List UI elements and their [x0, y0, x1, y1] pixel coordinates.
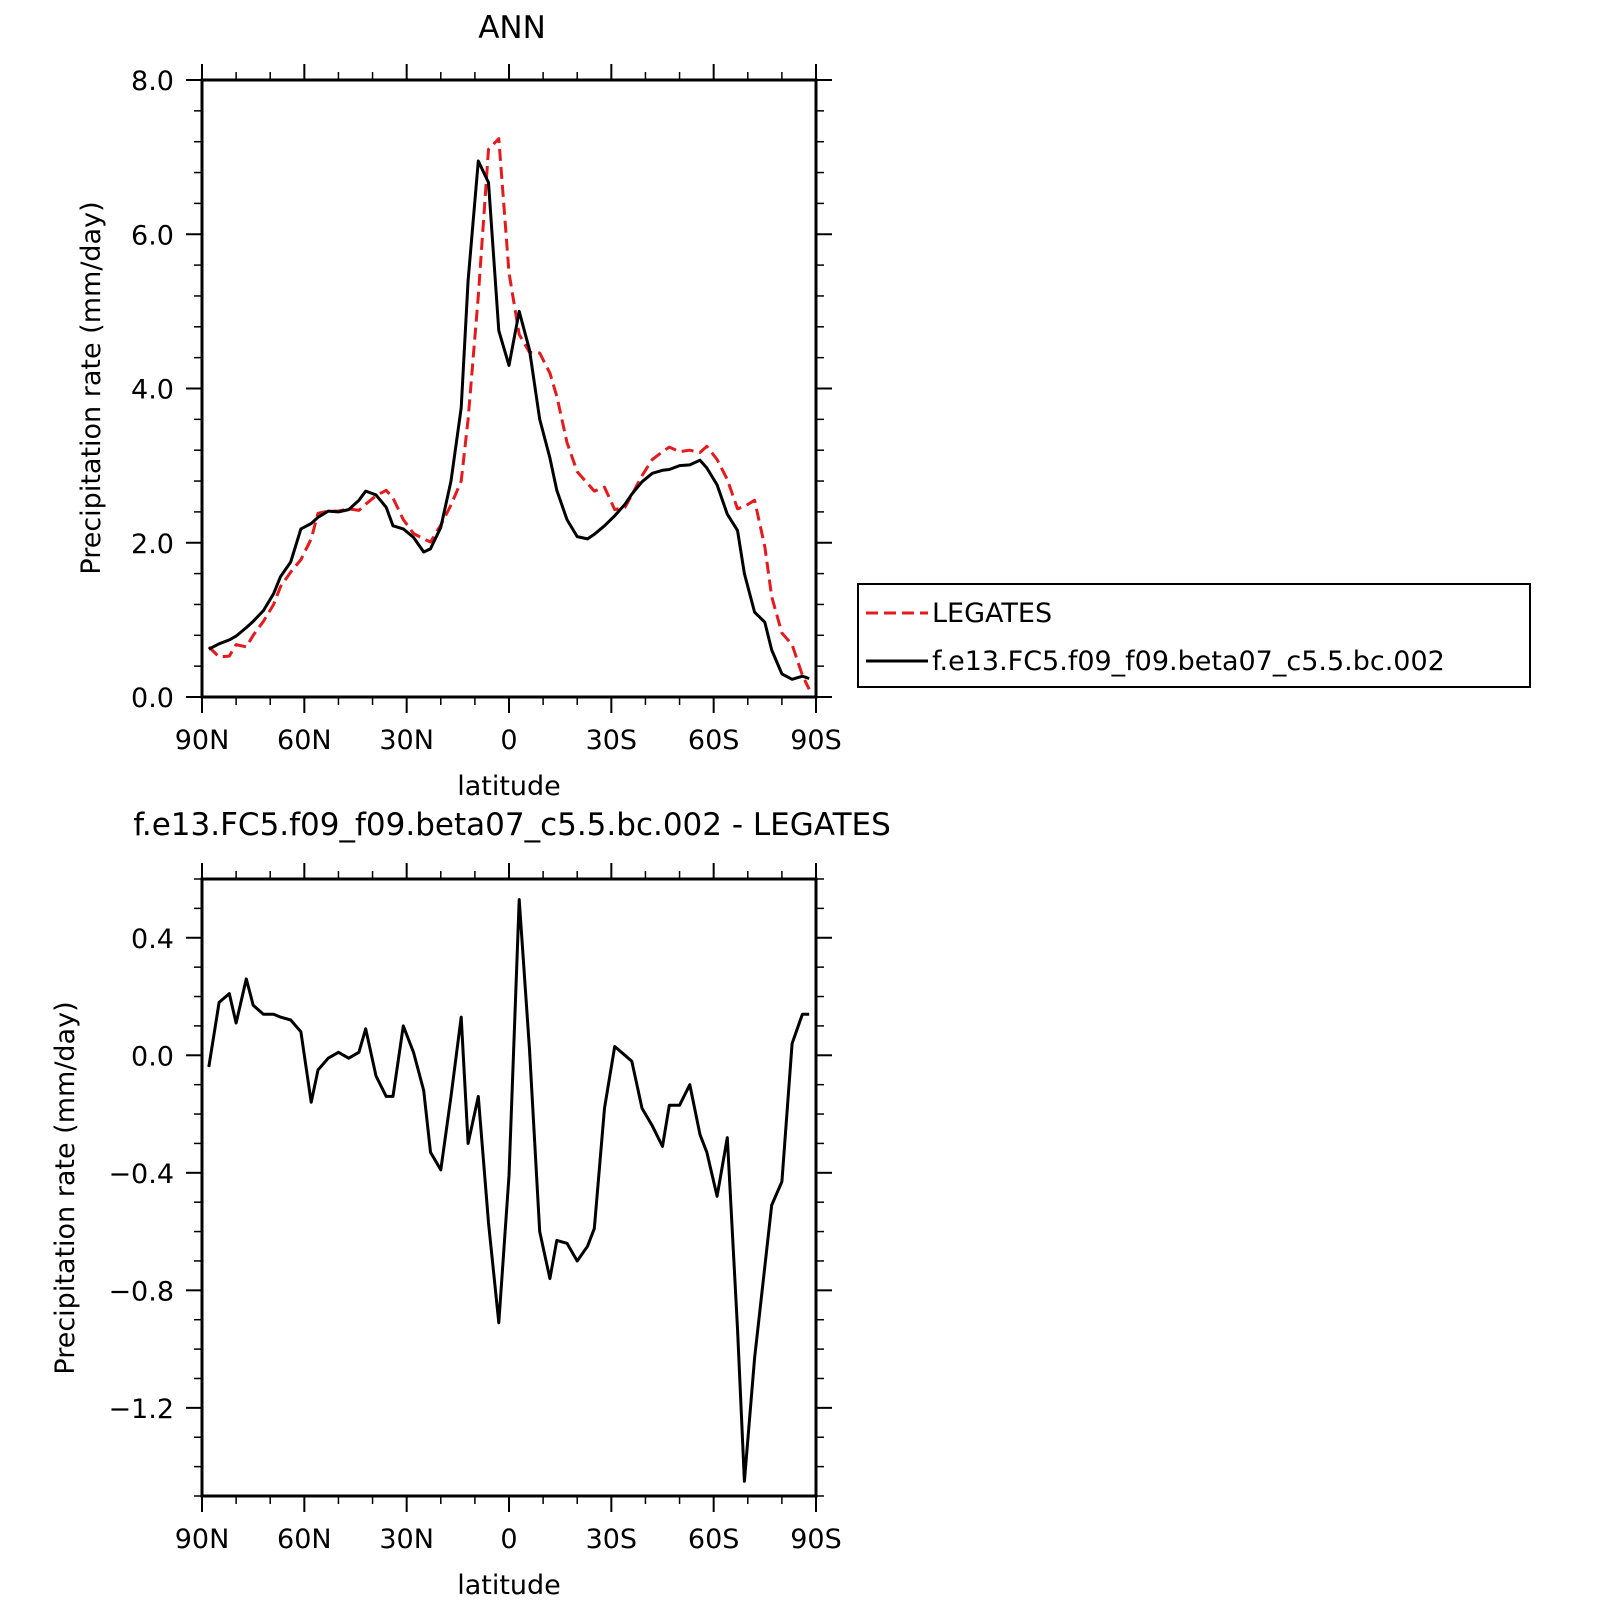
x-tick-label: 0	[500, 1524, 517, 1555]
y-tick-label: −0.4	[108, 1159, 174, 1190]
x-tick-label: 30N	[379, 725, 434, 756]
y-tick-label: 4.0	[131, 375, 174, 406]
bottom-y-axis-label: Precipitation rate (mm/day)	[50, 1001, 81, 1374]
y-tick-label: 0.0	[131, 1041, 174, 1072]
top-axis-ticks	[186, 64, 832, 713]
x-tick-label: 30N	[379, 1524, 434, 1555]
bottom-chart: f.e13.FC5.f09_f09.beta07_c5.5.bc.002 - L…	[50, 807, 891, 1601]
bottom-y-tick-labels: −1.2 −0.8 −0.4 0.0 0.4	[108, 924, 174, 1425]
x-tick-label: 60S	[688, 1524, 740, 1555]
x-tick-label: 30S	[586, 725, 638, 756]
bottom-x-axis-label: latitude	[457, 1570, 561, 1601]
x-tick-label: 60N	[277, 725, 332, 756]
top-y-tick-labels: 0.0 2.0 4.0 6.0 8.0	[131, 66, 174, 714]
legend: LEGATES f.e13.FC5.f09_f09.beta07_c5.5.bc…	[857, 583, 1531, 688]
y-tick-label: 0.0	[131, 683, 174, 714]
legend-box	[857, 583, 1531, 688]
bottom-x-tick-labels: 90N 60N 30N 0 30S 60S 90S	[175, 1524, 842, 1555]
y-tick-label: −1.2	[108, 1394, 174, 1425]
y-tick-label: 6.0	[131, 220, 174, 251]
legend-label-model: f.e13.FC5.f09_f09.beta07_c5.5.bc.002	[932, 646, 1445, 677]
difference-line	[207, 898, 810, 1483]
top-chart-title: ANN	[478, 10, 546, 46]
y-tick-label: 0.4	[131, 924, 174, 955]
x-tick-label: 90S	[790, 725, 842, 756]
y-tick-label: 2.0	[131, 529, 174, 560]
series-line-legates	[207, 137, 811, 690]
series-line-model	[208, 159, 810, 681]
x-tick-label: 90N	[175, 1524, 230, 1555]
x-tick-label: 0	[500, 725, 517, 756]
top-chart: ANN 90N 60N 30N 0 30S 60S 90S 0.02.04.06.08.0 …	[76, 10, 842, 802]
top-series-lines	[207, 137, 811, 690]
bottom-chart-title: f.e13.FC5.f09_f09.beta07_c5.5.bc.002 - L…	[133, 807, 891, 843]
x-tick-label: 60S	[688, 725, 740, 756]
top-x-tick-labels: 90N 60N 30N 0 30S 60S 90S	[175, 725, 842, 756]
x-tick-label: 90S	[790, 1524, 842, 1555]
y-tick-label: −0.8	[108, 1276, 174, 1307]
top-x-axis-label: latitude	[457, 771, 561, 802]
x-tick-label: 90N	[175, 725, 230, 756]
top-y-axis-label: Precipitation rate (mm/day)	[76, 201, 107, 574]
bottom-axis-ticks	[186, 863, 832, 1512]
legend-label-legates: LEGATES	[932, 598, 1052, 629]
y-tick-label: 8.0	[131, 66, 174, 97]
x-tick-label: 60N	[277, 1524, 332, 1555]
x-tick-label: 30S	[586, 1524, 638, 1555]
bottom-series-lines	[207, 898, 810, 1483]
